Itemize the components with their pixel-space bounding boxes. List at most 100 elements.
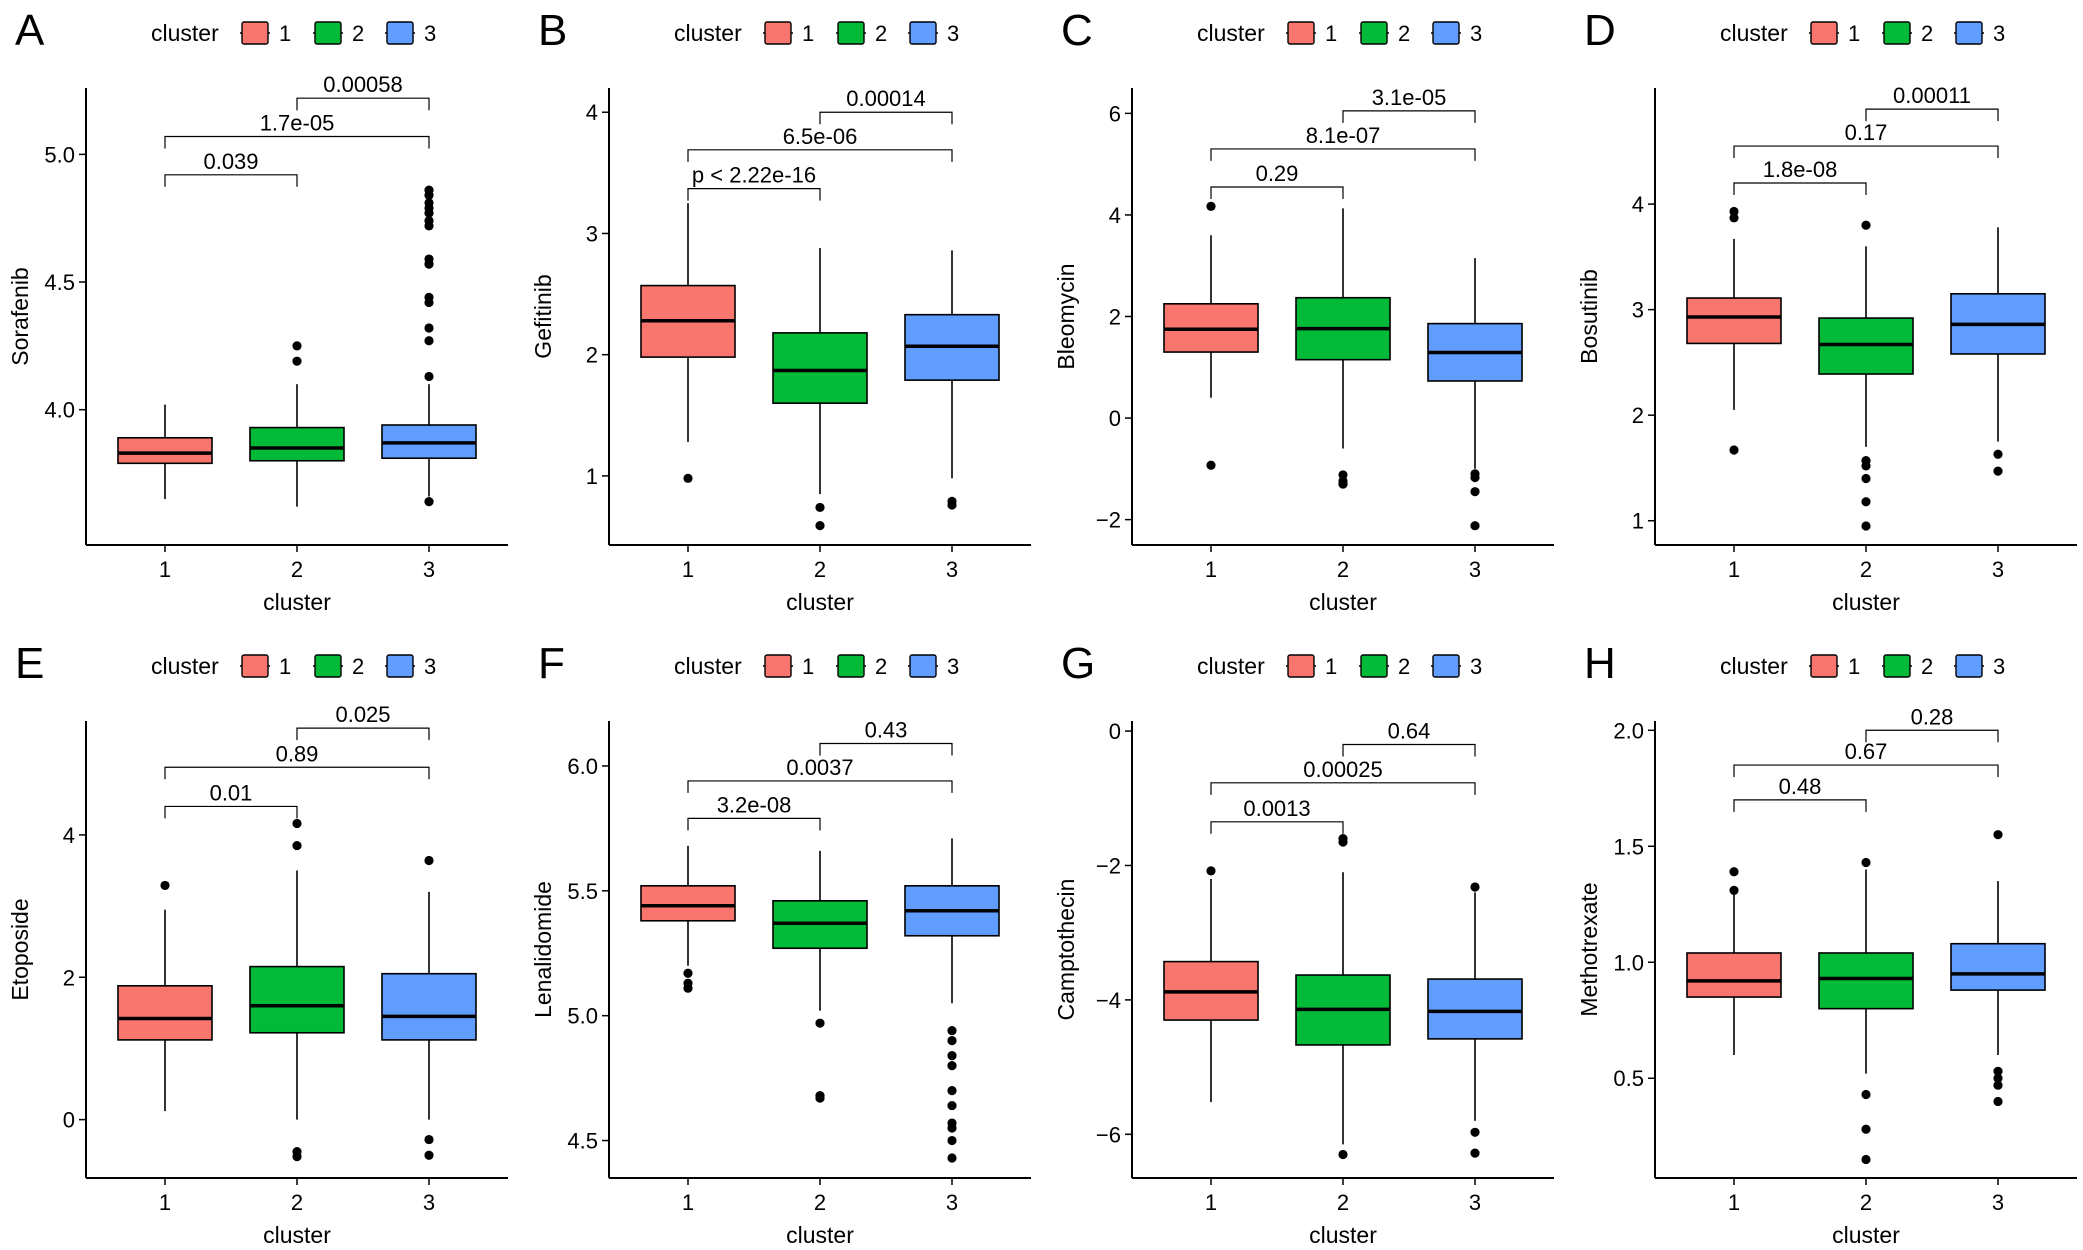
legend-key-cluster-1 (241, 654, 269, 678)
outlier-point (292, 818, 302, 829)
legend-key-cluster-3 (386, 21, 414, 45)
p-value-label: 0.28 (1911, 704, 1954, 729)
comparison-bracket: 0.29 (1210, 161, 1344, 200)
box-iqr (117, 436, 213, 465)
p-value-label: 6.5e-06 (783, 124, 858, 149)
x-axis-title: cluster (1309, 1222, 1377, 1248)
x-tick-label: 2 (1860, 557, 1872, 582)
outlier-point (1470, 521, 1480, 531)
comparison-bracket: 0.89 (164, 741, 430, 780)
y-axis-title: Methotrexate (1576, 882, 1602, 1016)
comparison-bracket: 0.025 (296, 702, 430, 741)
y-tick-label: 4.5 (44, 270, 75, 295)
y-tick-label: 2 (586, 343, 598, 368)
outlier-point (292, 1152, 302, 1162)
p-value-label: 0.67 (1845, 739, 1888, 764)
box-cluster-2 (1818, 857, 1914, 1165)
bracket-line (1342, 743, 1476, 757)
bracket-line (687, 149, 953, 162)
comparison-bracket: 6.5e-06 (687, 124, 953, 162)
legend-title: cluster (1197, 653, 1265, 679)
x-tick-label: 2 (291, 557, 303, 582)
outlier-point (947, 1118, 957, 1128)
outlier-point (1993, 1073, 2003, 1083)
box-cluster-2 (772, 850, 868, 1103)
box-cluster-3 (1427, 258, 1523, 531)
outlier-point (683, 978, 693, 988)
box-cluster-2 (249, 341, 345, 507)
y-tick-label: 1.0 (1613, 950, 1644, 975)
outlier-point (1993, 1066, 2003, 1076)
outlier-point (1729, 445, 1739, 455)
x-tick-label: 3 (1992, 1190, 2004, 1215)
x-tick-label: 1 (1728, 557, 1740, 582)
x-tick-label: 3 (423, 557, 435, 582)
comparison-bracket: 0.48 (1733, 774, 1867, 812)
comparison-bracket: 1.8e-08 (1733, 157, 1867, 195)
comparison-bracket: 1.7e-05 (164, 111, 430, 149)
y-tick-label: 0.5 (1613, 1066, 1644, 1091)
legend-label: 1 (802, 654, 814, 679)
legend-title: cluster (1720, 653, 1788, 679)
outlier-point (683, 968, 693, 978)
y-tick-label: 2 (63, 965, 75, 990)
x-tick-label: 2 (1337, 1190, 1349, 1215)
outlier-point (292, 840, 302, 851)
legend-key-cluster-3 (386, 654, 414, 678)
legend-label: 3 (424, 654, 436, 679)
bracket-line (1210, 148, 1476, 161)
box-iqr (249, 426, 345, 462)
legend-key-cluster-2 (314, 21, 342, 45)
bracket-line (819, 742, 953, 756)
outlier-point (1861, 1089, 1871, 1100)
p-value-label: 3.2e-08 (717, 792, 792, 817)
comparison-bracket: 0.01 (164, 780, 298, 819)
p-value-label: 0.00014 (846, 86, 926, 111)
y-axis-title: Camptothecin (1053, 879, 1079, 1021)
legend-label: 3 (947, 654, 959, 679)
panel-tag: F (538, 639, 565, 688)
x-axis-title: cluster (1309, 589, 1377, 615)
legend: cluster 1 2 3 (1197, 20, 1482, 46)
legend-label: 3 (1993, 654, 2005, 679)
y-axis-title: Sorafenib (7, 267, 33, 365)
panel-tag: C (1061, 6, 1093, 55)
outlier-point (947, 1085, 957, 1096)
outlier-point (815, 1018, 825, 1028)
legend-key-cluster-2 (1883, 21, 1911, 45)
comparison-bracket: 0.17 (1733, 120, 1999, 159)
bracket-line (1210, 821, 1344, 834)
x-tick-label: 2 (1860, 1190, 1872, 1215)
p-value-label: 0.48 (1779, 774, 1822, 799)
outlier-point (424, 185, 434, 195)
outlier-point (1206, 201, 1216, 211)
bracket-line (1342, 110, 1476, 123)
bracket-line (1865, 729, 1999, 743)
p-value-label: 0.17 (1845, 120, 1888, 145)
comparison-bracket: 0.00014 (819, 86, 953, 125)
comparison-bracket: p < 2.22e-16 (687, 163, 821, 201)
box-cluster-1 (117, 404, 213, 500)
comparison-bracket: 0.28 (1865, 704, 1999, 743)
x-tick-label: 3 (1469, 1190, 1481, 1215)
legend-label: 1 (279, 21, 291, 46)
p-value-label: 0.43 (865, 717, 908, 742)
p-value-label: 0.00058 (323, 72, 403, 97)
outlier-point (1470, 472, 1480, 483)
bracket-line (164, 805, 298, 819)
legend-key-cluster-1 (241, 21, 269, 45)
x-tick-label: 1 (159, 1190, 171, 1215)
panel-tag: B (538, 6, 567, 55)
box-cluster-1 (640, 845, 736, 993)
y-tick-label: 4.5 (567, 1129, 598, 1154)
legend-key-cluster-1 (764, 21, 792, 45)
outlier-point (947, 1061, 957, 1071)
p-value-label: 0.025 (335, 702, 390, 727)
comparison-bracket: 0.0037 (687, 755, 953, 793)
legend-label: 1 (1848, 654, 1860, 679)
legend-label: 2 (1921, 654, 1933, 679)
y-tick-label: 6 (1109, 101, 1121, 126)
